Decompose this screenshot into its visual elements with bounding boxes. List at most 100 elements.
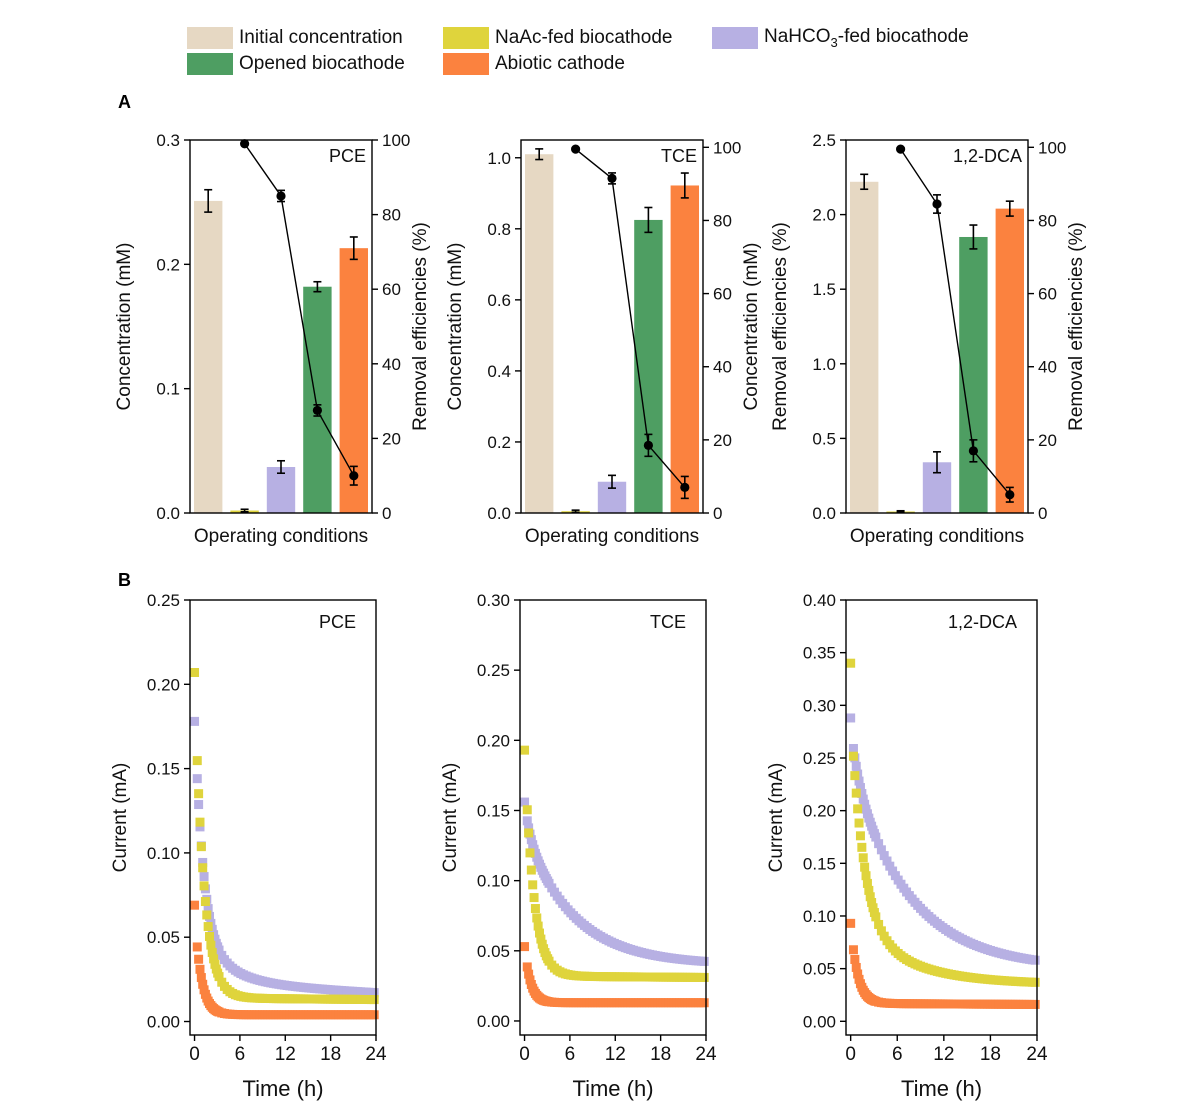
data-point	[876, 926, 886, 936]
y2-tick-label: 40	[1038, 358, 1057, 377]
efficiency-point	[1005, 490, 1015, 500]
data-point	[192, 774, 202, 784]
y-tick-label: 0.0	[812, 504, 836, 523]
y-axis-label: Current (mA)	[766, 763, 787, 873]
legend: Initial concentration NaAc-fed biocathod…	[0, 0, 1200, 80]
data-point	[529, 893, 539, 903]
data-point	[1030, 977, 1040, 987]
y-tick-label: 0.15	[803, 854, 836, 873]
x-axis-label: Operating conditions	[850, 526, 1024, 547]
data-point	[203, 904, 213, 914]
data-point	[190, 900, 200, 910]
chart-title: PCE	[329, 146, 366, 166]
chart-title: 1,2-DCA	[953, 146, 1022, 166]
data-point	[199, 881, 209, 891]
y-tick-label: 0.10	[803, 907, 836, 926]
data-point	[520, 942, 530, 952]
bar	[634, 219, 663, 513]
bar	[194, 200, 223, 513]
data-point	[699, 998, 709, 1008]
efficiency-point	[643, 440, 654, 450]
data-point	[190, 716, 200, 726]
y2-tick-label: 40	[382, 355, 401, 374]
data-point	[885, 861, 895, 871]
y2-tick-label: 20	[1038, 431, 1057, 450]
y-tick-label: 1.5	[812, 280, 836, 299]
data-point	[525, 975, 535, 985]
efficiency-line	[244, 143, 355, 477]
data-point	[862, 878, 872, 888]
x-axis-label: Operating conditions	[525, 526, 699, 547]
data-point	[854, 776, 864, 786]
x-axis-label: Time (h)	[901, 1076, 982, 1101]
y-tick-label: 0.05	[477, 942, 510, 961]
y-tick-label: 1.0	[812, 355, 836, 374]
data-point	[526, 865, 536, 875]
bar	[670, 185, 699, 514]
y2-tick-label: 100	[382, 131, 410, 150]
x-tick-label: 18	[650, 1044, 671, 1065]
legend-label: NaAc-fed biocathode	[495, 27, 673, 48]
x-axis-label: Operating conditions	[194, 526, 368, 547]
y-axis-label: Concentration (mM)	[445, 243, 466, 411]
data-point	[198, 857, 208, 867]
legend-label: Initial concentration	[239, 27, 403, 48]
data-point	[851, 962, 861, 972]
data-point	[520, 797, 530, 807]
y-tick-label: 1.0	[487, 149, 511, 168]
data-point	[194, 789, 204, 799]
y-tick-label: 0.00	[477, 1012, 510, 1031]
y-tick-label: 0.20	[477, 731, 510, 750]
y-tick-label: 0.1	[156, 380, 180, 399]
data-point	[846, 713, 856, 723]
y2-tick-label: 0	[382, 504, 391, 523]
data-point	[854, 818, 864, 828]
x-tick-label: 0	[519, 1044, 530, 1065]
data-point	[858, 853, 868, 863]
legend-item-initial-concentration: Initial concentration	[187, 26, 403, 50]
data-point	[369, 1010, 379, 1020]
data-point	[199, 985, 209, 995]
data-point	[198, 863, 208, 873]
y-tick-label: 2.0	[812, 206, 836, 225]
y-tick-label: 2.5	[812, 131, 836, 150]
data-point	[858, 794, 868, 804]
bar	[525, 154, 554, 513]
data-point	[199, 872, 209, 882]
legend-swatch	[443, 53, 489, 75]
chart-title: 1,2-DCA	[948, 612, 1017, 632]
data-point	[699, 972, 709, 982]
data-point	[522, 805, 532, 815]
data-point	[879, 931, 889, 941]
data-point	[214, 972, 224, 982]
y2-axis-label: Concentration (mM)	[741, 243, 762, 411]
legend-item-nahco3-fed-biocathode: NaHCO3-fed biocathode	[712, 26, 969, 50]
data-point	[205, 932, 215, 942]
y-tick-label: 0.5	[812, 429, 836, 448]
data-point	[522, 816, 532, 826]
data-point	[520, 745, 530, 755]
y-tick-label: 0.15	[477, 801, 510, 820]
data-point	[874, 839, 884, 849]
y-tick-label: 0.0	[487, 504, 511, 523]
data-point	[202, 910, 212, 920]
y-tick-label: 0.00	[803, 1012, 836, 1031]
efficiency-point	[240, 139, 250, 149]
y-tick-label: 0.0	[156, 504, 180, 523]
plot-frame	[189, 599, 377, 1036]
data-point	[876, 845, 886, 855]
data-point	[369, 995, 379, 1005]
legend-item-naac-fed-biocathode: NaAc-fed biocathode	[443, 26, 672, 50]
y-axis-label: Concentration (mM)	[114, 243, 135, 411]
y2-tick-label: 20	[382, 429, 401, 448]
legend-label: NaHCO3-fed biocathode	[764, 26, 969, 50]
data-point	[848, 945, 858, 955]
efficiency-point	[349, 471, 359, 481]
y-tick-label: 0.6	[487, 291, 511, 310]
data-point	[888, 866, 898, 876]
data-point	[192, 942, 202, 952]
data-point	[369, 988, 379, 998]
x-axis-label: Time (h)	[242, 1076, 323, 1101]
data-point	[853, 804, 863, 814]
